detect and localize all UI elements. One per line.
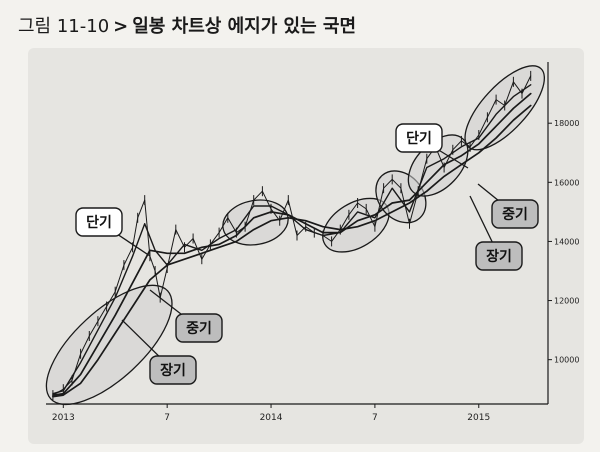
caption-arrow-icon: > bbox=[113, 16, 129, 37]
x-tick-label: 7 bbox=[372, 413, 378, 423]
y-tick-label: 12000 bbox=[554, 297, 579, 306]
callout-label-right-long: 장기 bbox=[486, 248, 512, 265]
x-tick-label: 2014 bbox=[260, 413, 283, 423]
callout-box-left-long bbox=[149, 355, 197, 385]
callout-label-right-mid: 중기 bbox=[502, 207, 528, 223]
callout-label-left-short: 단기 bbox=[86, 214, 112, 231]
callout-box-left-short bbox=[75, 207, 123, 237]
callout-box-right-mid bbox=[491, 199, 539, 229]
callout-label-left-long: 장기 bbox=[160, 362, 186, 379]
series-line-long-ma bbox=[52, 104, 532, 398]
series-line-short-ma bbox=[52, 84, 532, 395]
callout-box-right-long bbox=[475, 241, 523, 271]
series-group bbox=[52, 70, 532, 401]
callout-box-left-mid bbox=[175, 313, 223, 343]
x-tick-label: 2013 bbox=[52, 413, 75, 423]
y-tick-label: 18000 bbox=[554, 119, 579, 128]
y-tick-label: 14000 bbox=[554, 237, 579, 246]
axes-group bbox=[46, 62, 549, 405]
highlight-ellipse-1 bbox=[45, 284, 173, 406]
callout-box-right-short bbox=[395, 123, 443, 153]
figure-title: 일봉 차트상 에지가 있는 국면 bbox=[132, 16, 357, 37]
y-tick-label: 16000 bbox=[554, 178, 579, 187]
y-tick-label: 10000 bbox=[554, 356, 579, 365]
tick-labels: 2013 7 2014 7 2015 10000 12000 14000 16000 18000 bbox=[52, 119, 580, 423]
figure-number: 그림 11-10 bbox=[18, 16, 110, 37]
figure-caption: 그림 11-10 > 일봉 차트상 에지가 있는 국면 bbox=[18, 12, 356, 38]
callout-label-right-short: 단기 bbox=[406, 130, 432, 147]
series-line-price bbox=[52, 75, 532, 396]
x-tick-label: 7 bbox=[164, 413, 170, 423]
x-tick-label: 2015 bbox=[467, 413, 490, 423]
series-line-mid-ma bbox=[52, 92, 532, 396]
callout-label-left-mid: 중기 bbox=[186, 321, 212, 337]
